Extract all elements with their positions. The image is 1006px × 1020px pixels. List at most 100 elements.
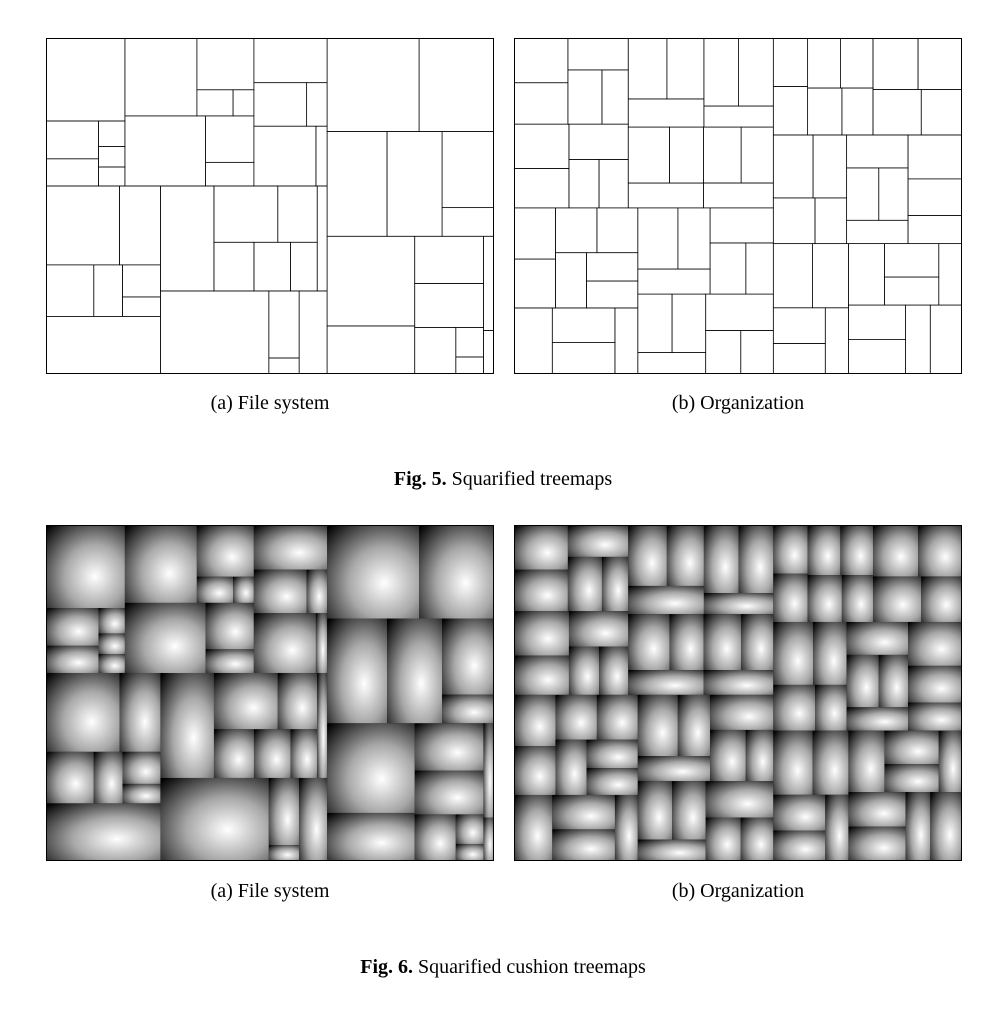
cushion-cell (918, 525, 962, 577)
cushion-cell (745, 729, 774, 782)
cushion-cell (807, 575, 842, 622)
cushion-cell (846, 621, 909, 655)
cushion-cell (807, 525, 841, 576)
cushion-cell (938, 730, 962, 793)
cushion-cell (703, 593, 774, 615)
cushion-cell (315, 613, 328, 673)
fig6a-subcaption: (a) File system (210, 880, 330, 902)
cushion-cell (213, 672, 278, 730)
cushion-cell (773, 794, 826, 831)
cushion-cell (277, 672, 318, 730)
cushion-cell (705, 817, 741, 861)
cushion-cell (253, 569, 307, 614)
fig6-label: Fig. 6. (360, 956, 414, 978)
cushion-cell (884, 764, 939, 793)
cushion-cell (122, 783, 161, 804)
cushion-cell (514, 794, 553, 861)
cushion-cell (905, 792, 931, 861)
cushion-cell (442, 618, 494, 695)
fig6-caption-text: Squarified cushion treemaps (418, 956, 646, 978)
treemap-border (46, 525, 494, 861)
cushion-cell (552, 794, 615, 830)
cushion-cell (213, 729, 254, 778)
cushion-cell (327, 525, 420, 619)
treemap-outline-organization (514, 38, 962, 374)
cushion-cell (514, 611, 569, 656)
cushion-cell (555, 694, 597, 740)
cushion-cell (290, 729, 318, 778)
treemap-background (514, 38, 962, 374)
cushion-cell (614, 794, 638, 861)
cushion-cell (710, 729, 746, 782)
fig6a-treemap (46, 525, 494, 861)
cushion-cell (703, 525, 739, 594)
cushion-cell (908, 665, 962, 703)
cushion-cell (119, 672, 161, 752)
cushion-cell (841, 575, 873, 622)
cushion-cell (514, 746, 556, 795)
cushion-cell (703, 670, 774, 695)
fig5b-subcaption: (b) Organization (671, 392, 805, 414)
cushion-cell (196, 576, 234, 603)
fig5b-treemap (514, 38, 962, 374)
cushion-cell (669, 614, 704, 671)
cushion-cell (596, 694, 638, 740)
fig6b-subcaption: (b) Organization (671, 880, 805, 902)
cushion-cell (773, 730, 813, 795)
cushion-cell (740, 817, 774, 861)
cushion-cell (455, 843, 484, 861)
cushion-cell (567, 556, 602, 612)
cushion-cell (908, 702, 962, 731)
cushion-cell (483, 723, 494, 818)
cushion-cell (846, 654, 879, 708)
cushion-cell (98, 607, 125, 634)
cushion-cell (414, 723, 484, 771)
cushion-cell (46, 607, 99, 646)
cushion-cell (825, 794, 849, 861)
cushion-cell (46, 645, 99, 673)
cushion-cell (703, 614, 742, 671)
cushion-cell (666, 525, 704, 586)
cushion-cell (122, 751, 161, 784)
cushion-cell (419, 525, 494, 619)
cushion-cell (705, 781, 774, 818)
treemap-cells (514, 38, 962, 374)
cushion-cell (327, 618, 388, 724)
cushion-cell (677, 694, 711, 757)
cushion-cell (568, 611, 629, 647)
cushion-cell (317, 672, 328, 778)
treemap-border (514, 525, 962, 861)
cushion-cell (813, 621, 847, 685)
fig5-caption: Fig. 5. Squarified treemaps (0, 468, 1006, 491)
cushion-cell (455, 814, 484, 844)
cushion-cell (878, 654, 909, 708)
cushion-cell (567, 525, 629, 557)
fig6b-treemap (514, 525, 962, 861)
cushion-cell (637, 756, 711, 782)
cushion-cell (568, 646, 600, 695)
cushion-cell (586, 739, 638, 769)
cushion-cell (327, 723, 415, 813)
cushion-cell (637, 781, 673, 840)
cushion-cell (930, 792, 962, 861)
treemap-cells (46, 38, 494, 374)
cushion-cell (599, 646, 629, 695)
cushion-cell (773, 525, 808, 574)
cushion-cell (601, 556, 629, 612)
cushion-cell (306, 569, 328, 614)
cushion-cell (483, 817, 494, 861)
cushion-cell (815, 684, 847, 731)
cushion-cell (872, 576, 922, 622)
cushion-cell (637, 839, 706, 861)
treemap-cushions (514, 525, 962, 861)
cushion-cell (514, 525, 568, 570)
treemap-border (514, 38, 962, 374)
cushion-cell (414, 770, 484, 815)
treemap-background (46, 38, 494, 374)
cushion-cell (672, 781, 706, 840)
cushion-cell (414, 814, 456, 861)
cushion-cell (268, 777, 300, 845)
cushion-cell (840, 525, 873, 576)
cushion-cell (46, 672, 120, 752)
cushion-cell (773, 573, 808, 622)
